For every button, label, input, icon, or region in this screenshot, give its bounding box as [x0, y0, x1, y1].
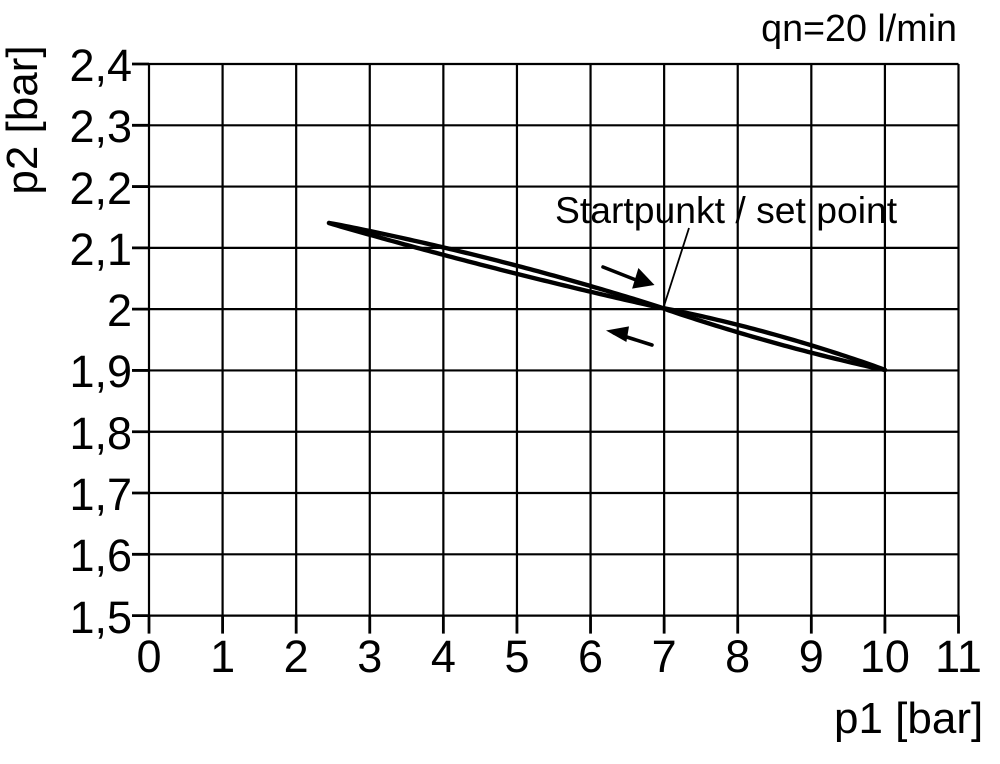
- svg-text:10: 10: [860, 631, 910, 682]
- svg-text:7: 7: [652, 631, 677, 682]
- svg-text:5: 5: [504, 631, 529, 682]
- svg-text:1,9: 1,9: [69, 346, 132, 397]
- svg-text:p2 [bar]: p2 [bar]: [0, 45, 47, 194]
- svg-text:4: 4: [431, 631, 456, 682]
- svg-text:1,5: 1,5: [69, 592, 132, 643]
- svg-text:0: 0: [136, 631, 161, 682]
- svg-text:1,8: 1,8: [69, 408, 132, 459]
- svg-text:Startpunkt / set point: Startpunkt / set point: [555, 189, 898, 231]
- svg-text:2,4: 2,4: [69, 40, 132, 91]
- svg-text:11: 11: [935, 631, 982, 682]
- svg-text:3: 3: [357, 631, 382, 682]
- svg-text:qn=20 l/min: qn=20 l/min: [761, 7, 957, 49]
- svg-text:9: 9: [799, 631, 824, 682]
- svg-text:2,2: 2,2: [69, 163, 132, 214]
- svg-text:2: 2: [107, 285, 132, 336]
- svg-text:1,6: 1,6: [69, 530, 132, 581]
- svg-text:1: 1: [210, 631, 235, 682]
- svg-text:p1 [bar]: p1 [bar]: [834, 694, 983, 743]
- svg-text:2,3: 2,3: [69, 101, 132, 152]
- svg-text:1,7: 1,7: [69, 469, 132, 520]
- svg-text:2: 2: [284, 631, 309, 682]
- svg-text:6: 6: [578, 631, 603, 682]
- svg-text:2,1: 2,1: [69, 224, 132, 275]
- svg-text:8: 8: [725, 631, 750, 682]
